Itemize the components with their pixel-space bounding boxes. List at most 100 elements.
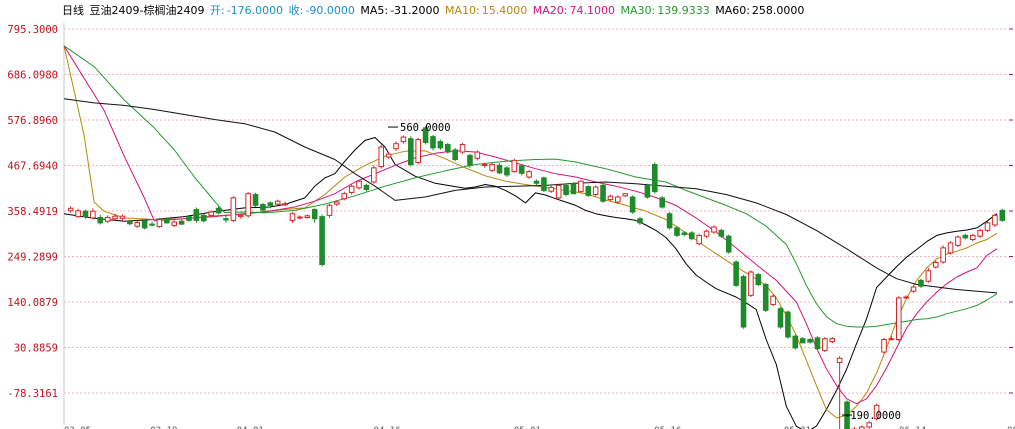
- candle-body: [90, 210, 96, 219]
- candle: [415, 137, 421, 165]
- candle-body: [459, 144, 466, 153]
- candle-body: [799, 338, 806, 344]
- candle: [977, 228, 983, 238]
- candle: [644, 183, 651, 199]
- candle: [112, 213, 118, 221]
- candle: [245, 192, 251, 218]
- candle: [836, 356, 843, 429]
- candle: [932, 260, 939, 269]
- candle-body: [297, 216, 303, 219]
- candle: [777, 307, 784, 329]
- candle-body: [999, 209, 1006, 221]
- candle-body: [149, 223, 155, 226]
- candle-body: [770, 295, 776, 306]
- candle-body: [274, 200, 281, 205]
- candle-body: [511, 159, 518, 173]
- candle-body: [223, 218, 229, 221]
- candle-body: [659, 197, 665, 208]
- candle-body: [644, 184, 651, 198]
- candle: [578, 180, 584, 193]
- candle: [585, 185, 592, 198]
- candle-body: [548, 186, 555, 192]
- ma60-line: [63, 98, 998, 294]
- candle-body: [371, 167, 377, 183]
- candle-body: [881, 339, 887, 353]
- candle: [822, 337, 828, 353]
- candle: [149, 221, 155, 227]
- close-value: -90.0000: [305, 4, 355, 17]
- candle-body: [134, 221, 141, 227]
- candle-body: [711, 226, 717, 233]
- candle: [319, 214, 325, 267]
- candle-body: [415, 139, 421, 163]
- high-annotation-label: 560.0000: [400, 122, 451, 134]
- ma20-value: 74.1000: [569, 4, 615, 17]
- candle: [674, 226, 680, 238]
- candle: [378, 144, 385, 169]
- y-axis: 795.3000 686.0980 576.8960 467.6940 358.4919…: [7, 24, 58, 400]
- candle: [134, 220, 141, 228]
- candle: [422, 126, 429, 145]
- candle-body: [615, 196, 621, 203]
- candle: [511, 158, 518, 173]
- candle-body: [119, 215, 126, 219]
- candle: [156, 217, 163, 228]
- candle: [748, 270, 754, 298]
- candle-body: [200, 214, 207, 222]
- y-tick-label: -78.3161: [7, 388, 58, 400]
- candle: [141, 219, 148, 230]
- candle: [97, 214, 104, 225]
- candle-body: [341, 193, 348, 200]
- candle-body: [992, 214, 998, 226]
- candle: [215, 205, 222, 215]
- candle-body: [164, 219, 170, 224]
- candle: [171, 220, 178, 228]
- candle: [770, 294, 776, 307]
- candle-body: [947, 242, 954, 254]
- period-label: 日线: [62, 4, 84, 17]
- candle: [740, 274, 747, 329]
- candle: [82, 209, 89, 219]
- candle: [252, 192, 259, 208]
- candle: [481, 162, 488, 168]
- candles: [67, 126, 1006, 429]
- candle: [881, 337, 887, 354]
- candle-body: [910, 286, 917, 292]
- candle-body: [267, 202, 274, 206]
- candle: [755, 272, 762, 287]
- candle: [762, 282, 769, 313]
- candle-body: [792, 335, 799, 349]
- candle-body: [400, 136, 407, 143]
- candle-body: [622, 193, 629, 197]
- candle: [127, 219, 133, 226]
- candle: [592, 185, 599, 197]
- candle-body: [385, 153, 392, 158]
- x-tick-label: 05-31: [784, 426, 811, 429]
- candle: [600, 183, 606, 203]
- candle: [851, 427, 858, 429]
- candle-body: [481, 164, 488, 167]
- candle-body: [888, 338, 895, 341]
- candle-body: [518, 165, 525, 174]
- candle: [703, 229, 710, 238]
- close-label: 收:: [288, 4, 304, 17]
- candle-body: [444, 144, 451, 153]
- chart-header: 日线 豆油2409-棕榈油2409 开: -176.0000 收: -90.0000…: [62, 3, 806, 19]
- candle: [962, 233, 969, 240]
- candle: [792, 334, 799, 350]
- candle: [688, 231, 695, 241]
- candle: [348, 184, 355, 195]
- candle: [873, 403, 880, 421]
- candle: [230, 196, 237, 223]
- candle: [785, 310, 791, 339]
- candle-body: [688, 232, 695, 240]
- candle: [888, 336, 895, 341]
- candle-body: [918, 279, 924, 287]
- candle: [696, 233, 702, 246]
- candle-body: [430, 136, 436, 149]
- candle: [437, 139, 444, 150]
- candle: [940, 245, 946, 264]
- candle-body: [955, 236, 961, 246]
- candle-body: [156, 219, 163, 228]
- x-tick-label: 04-16: [374, 426, 401, 429]
